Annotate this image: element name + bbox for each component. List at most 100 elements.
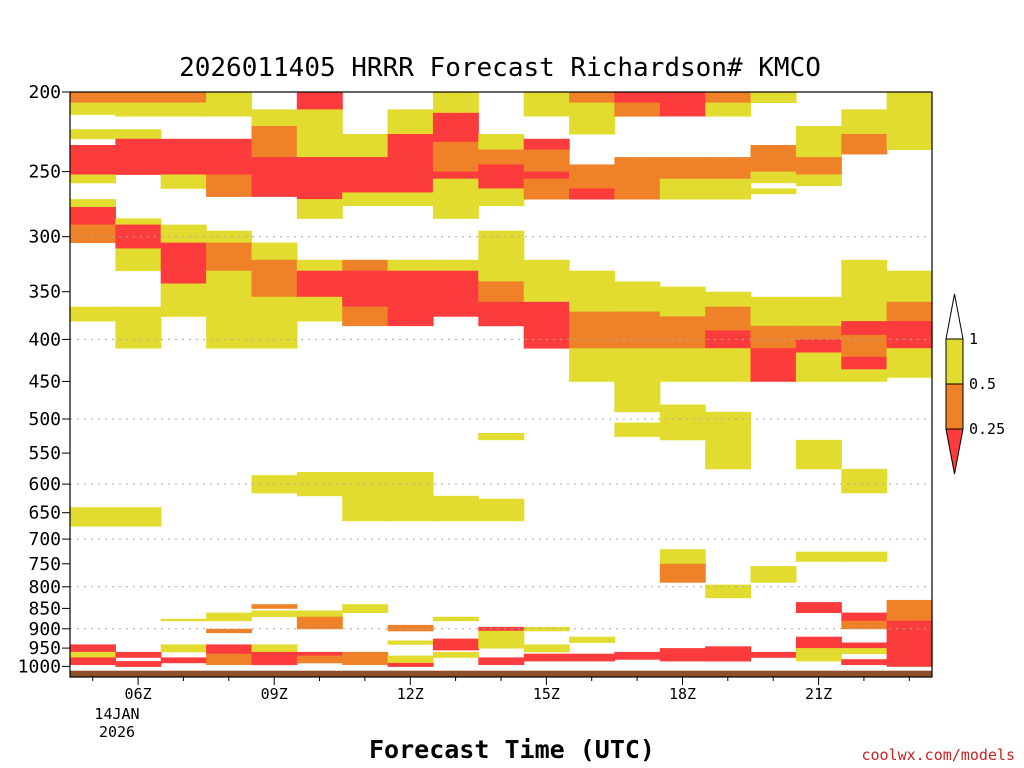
- heatmap-cell: [523, 644, 570, 653]
- y-tick-label: 600: [28, 474, 61, 495]
- heatmap-cell: [251, 644, 298, 653]
- heatmap-cell: [841, 369, 888, 382]
- heatmap-cell: [523, 171, 570, 180]
- heatmap-cell: [342, 259, 389, 272]
- heatmap-cell: [478, 657, 525, 665]
- heatmap-cell: [296, 199, 343, 219]
- heatmap-cell: [478, 164, 525, 189]
- heatmap-cell: [160, 283, 207, 317]
- heatmap-cell: [750, 92, 797, 103]
- heatmap-cell: [432, 651, 479, 658]
- heatmap-cell: [750, 348, 797, 382]
- heatmap-cell: [432, 259, 479, 272]
- heatmap-cell: [659, 549, 706, 565]
- heatmap-cell: [659, 178, 706, 200]
- heatmap-cell: [70, 199, 116, 208]
- y-tick-label: 850: [28, 598, 61, 619]
- heatmap-cell: [206, 230, 253, 243]
- heatmap-cell: [841, 321, 888, 336]
- heatmap-cell: [70, 129, 116, 140]
- colorbar-red-bin: [945, 428, 964, 475]
- heatmap-cell: [750, 296, 797, 327]
- heatmap-cell: [795, 157, 842, 175]
- heatmap-cell: [432, 495, 479, 522]
- heatmap-cell: [206, 92, 253, 117]
- heatmap-cell: [206, 644, 253, 655]
- heatmap-cell: [569, 348, 616, 382]
- heatmap-cell: [115, 138, 162, 175]
- heatmap-cell: [569, 102, 616, 135]
- heatmap-cell: [659, 348, 706, 382]
- heatmap-cell: [296, 651, 343, 656]
- heatmap-cell: [841, 612, 888, 622]
- y-axis: 200 250 300 350 400 450 500 550 600 650 700 7508008…: [18, 82, 70, 677]
- heatmap-cell: [342, 157, 389, 193]
- heatmap-cell: [750, 171, 797, 184]
- colorbar-top-triangle: [945, 293, 964, 340]
- colorbar-legend: 1 0.5 0.25: [945, 293, 1005, 475]
- ground-layer: [70, 668, 932, 677]
- ground-fill: [70, 670, 932, 677]
- date-label-year: 2026: [99, 723, 135, 741]
- heatmap-cell: [614, 348, 661, 413]
- heatmap-cell: [387, 640, 434, 645]
- heatmap-cell: [387, 192, 434, 206]
- heatmap-cell: [478, 636, 525, 649]
- colorbar-label: 0.25: [969, 420, 1005, 438]
- heatmap-cell: [841, 648, 888, 655]
- heatmap-cell: [432, 616, 479, 622]
- heatmap-cell: [387, 655, 434, 664]
- y-tick-label: 300: [28, 227, 61, 248]
- heatmap-cell: [841, 259, 888, 298]
- heatmap-cell: [614, 102, 661, 117]
- heatmap-cell: [478, 301, 525, 327]
- heatmap-cell: [251, 109, 298, 127]
- heatmap-cell: [795, 439, 842, 470]
- heatmap-cell: [614, 422, 661, 437]
- heatmap-cell: [160, 174, 207, 189]
- y-tick-label: 750: [28, 554, 61, 575]
- heatmap-cell: [478, 259, 525, 282]
- heatmap-cell: [569, 164, 616, 189]
- heatmap-cell: [70, 224, 116, 243]
- heatmap-cell: [795, 551, 842, 562]
- heatmap-cell: [160, 242, 207, 284]
- heatmap-cell: [750, 651, 797, 658]
- heatmap-cell: [705, 348, 752, 382]
- heatmap-cell: [705, 157, 752, 180]
- heatmap-cell: [795, 648, 842, 662]
- heatmap-cell: [296, 472, 343, 497]
- colorbar-yellow-bin: [945, 338, 964, 385]
- heatmap-cell: [342, 134, 389, 158]
- y-tick-label: 650: [28, 503, 61, 524]
- heatmap-cell: [705, 646, 752, 662]
- heatmap-cell: [841, 356, 888, 370]
- heatmap-cell: [160, 102, 207, 117]
- heatmap-cell: [251, 259, 298, 298]
- heatmap-cell: [614, 157, 661, 200]
- heatmap-cell: [115, 651, 162, 658]
- x-tick-label: 15Z: [533, 685, 560, 703]
- heatmap-cell: [841, 109, 888, 135]
- heatmap-cell: [296, 616, 343, 630]
- heatmap-cell: [569, 188, 616, 200]
- heatmap-cell: [795, 126, 842, 158]
- heatmap-cell: [614, 92, 661, 103]
- chart-title: 2026011405 HRRR Forecast Richardson# KMC…: [179, 53, 821, 83]
- heatmap-cell: [886, 92, 933, 150]
- heatmap-cell: [795, 352, 842, 382]
- heatmap-cell: [841, 296, 888, 322]
- heatmap-cell: [432, 112, 479, 143]
- heatmap-cell: [251, 604, 298, 609]
- heatmap-cell: [478, 630, 525, 638]
- heatmap-cell: [478, 188, 525, 207]
- heatmap-cell: [886, 620, 933, 667]
- heatmap-cell: [659, 316, 706, 349]
- heatmap-cell: [750, 325, 797, 349]
- heatmap-cell: [432, 92, 479, 114]
- heatmap-cell: [523, 259, 570, 303]
- heatmap-cell: [659, 648, 706, 662]
- heatmap-cell: [886, 599, 933, 622]
- y-tick-label: 250: [28, 162, 61, 183]
- heatmap-cell: [795, 339, 842, 353]
